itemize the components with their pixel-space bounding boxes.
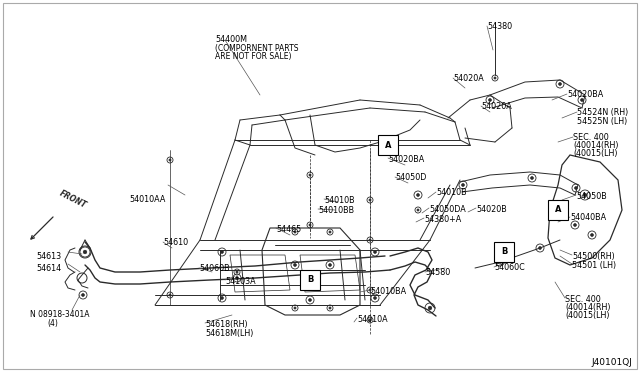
Text: 54380+A: 54380+A	[424, 215, 461, 224]
Circle shape	[169, 294, 171, 296]
Text: 54103A: 54103A	[225, 277, 255, 286]
Text: 54618M(LH): 54618M(LH)	[205, 329, 253, 338]
Text: 54010A: 54010A	[357, 315, 388, 324]
Circle shape	[374, 251, 376, 253]
Text: 54525N (LH): 54525N (LH)	[577, 117, 627, 126]
Text: B: B	[307, 276, 313, 285]
FancyBboxPatch shape	[494, 242, 514, 262]
FancyBboxPatch shape	[378, 135, 398, 155]
Circle shape	[309, 174, 311, 176]
FancyBboxPatch shape	[300, 270, 320, 290]
Text: 54010BA: 54010BA	[370, 287, 406, 296]
Text: 54020B: 54020B	[476, 205, 507, 214]
Circle shape	[575, 187, 577, 189]
Circle shape	[499, 261, 501, 263]
Text: 54040BA: 54040BA	[570, 213, 606, 222]
Text: 54060B: 54060B	[199, 264, 230, 273]
Circle shape	[294, 264, 296, 266]
Circle shape	[417, 209, 419, 211]
Text: (40015(LH): (40015(LH)	[565, 311, 609, 320]
Circle shape	[374, 296, 376, 299]
Circle shape	[461, 184, 465, 186]
Text: 54050B: 54050B	[576, 192, 607, 201]
Circle shape	[294, 231, 296, 233]
Text: SEC. 400: SEC. 400	[565, 295, 601, 304]
Text: (40014(RH): (40014(RH)	[573, 141, 618, 150]
Circle shape	[83, 250, 87, 254]
Circle shape	[308, 299, 312, 301]
Circle shape	[488, 99, 492, 102]
Text: 54020BA: 54020BA	[567, 90, 604, 99]
Text: A: A	[555, 205, 561, 215]
Circle shape	[82, 294, 84, 296]
Circle shape	[309, 224, 311, 226]
Circle shape	[539, 247, 541, 249]
Text: 54050DA: 54050DA	[429, 205, 466, 214]
Circle shape	[221, 251, 223, 253]
Circle shape	[583, 193, 587, 197]
Text: ARE NOT FOR SALE): ARE NOT FOR SALE)	[215, 52, 291, 61]
Text: 54500(RH): 54500(RH)	[572, 252, 615, 261]
Text: (4): (4)	[47, 319, 58, 328]
Text: N 08918-3401A: N 08918-3401A	[30, 310, 90, 319]
Text: (40015(LH): (40015(LH)	[573, 149, 618, 158]
Text: 54613: 54613	[36, 252, 61, 261]
Circle shape	[169, 159, 171, 161]
Circle shape	[428, 306, 432, 310]
Circle shape	[573, 224, 577, 227]
Text: 54618(RH): 54618(RH)	[205, 320, 248, 329]
Text: 54614: 54614	[36, 264, 61, 273]
Circle shape	[369, 199, 371, 201]
Circle shape	[329, 231, 331, 233]
Text: 54524N (RH): 54524N (RH)	[577, 108, 628, 117]
Circle shape	[580, 99, 584, 102]
Text: 54501 (LH): 54501 (LH)	[572, 261, 616, 270]
Text: 54020A: 54020A	[453, 74, 484, 83]
Text: SEC. 400: SEC. 400	[573, 133, 609, 142]
Text: (COMPORNENT PARTS: (COMPORNENT PARTS	[215, 44, 298, 53]
Text: 54010BB: 54010BB	[318, 206, 354, 215]
Circle shape	[236, 277, 239, 279]
Circle shape	[236, 271, 238, 273]
Text: 54465: 54465	[276, 225, 301, 234]
Text: 54610: 54610	[163, 238, 188, 247]
Text: 54010AA: 54010AA	[130, 195, 166, 204]
Text: A: A	[385, 141, 391, 150]
Text: (40014(RH): (40014(RH)	[565, 303, 611, 312]
Text: 54020BA: 54020BA	[388, 155, 424, 164]
Circle shape	[329, 307, 331, 309]
Text: B: B	[501, 247, 507, 257]
Circle shape	[591, 234, 593, 236]
Circle shape	[531, 177, 533, 179]
Circle shape	[559, 83, 561, 86]
Circle shape	[417, 193, 419, 196]
Text: J40101QJ: J40101QJ	[591, 358, 632, 367]
Text: FRONT: FRONT	[58, 189, 88, 210]
Circle shape	[221, 296, 223, 299]
Text: 54400M: 54400M	[215, 35, 247, 44]
Circle shape	[294, 307, 296, 309]
Text: 54050D: 54050D	[395, 173, 426, 182]
Circle shape	[369, 239, 371, 241]
Text: 54580: 54580	[425, 268, 451, 277]
Circle shape	[494, 77, 496, 79]
Circle shape	[328, 264, 332, 266]
Text: 54060C: 54060C	[494, 263, 525, 272]
FancyBboxPatch shape	[548, 200, 568, 220]
Circle shape	[369, 289, 371, 291]
Text: 54380: 54380	[487, 22, 512, 31]
Text: 54010B: 54010B	[324, 196, 355, 205]
Circle shape	[369, 319, 371, 321]
Text: 54020A: 54020A	[481, 102, 512, 111]
Text: 54010B: 54010B	[436, 188, 467, 197]
